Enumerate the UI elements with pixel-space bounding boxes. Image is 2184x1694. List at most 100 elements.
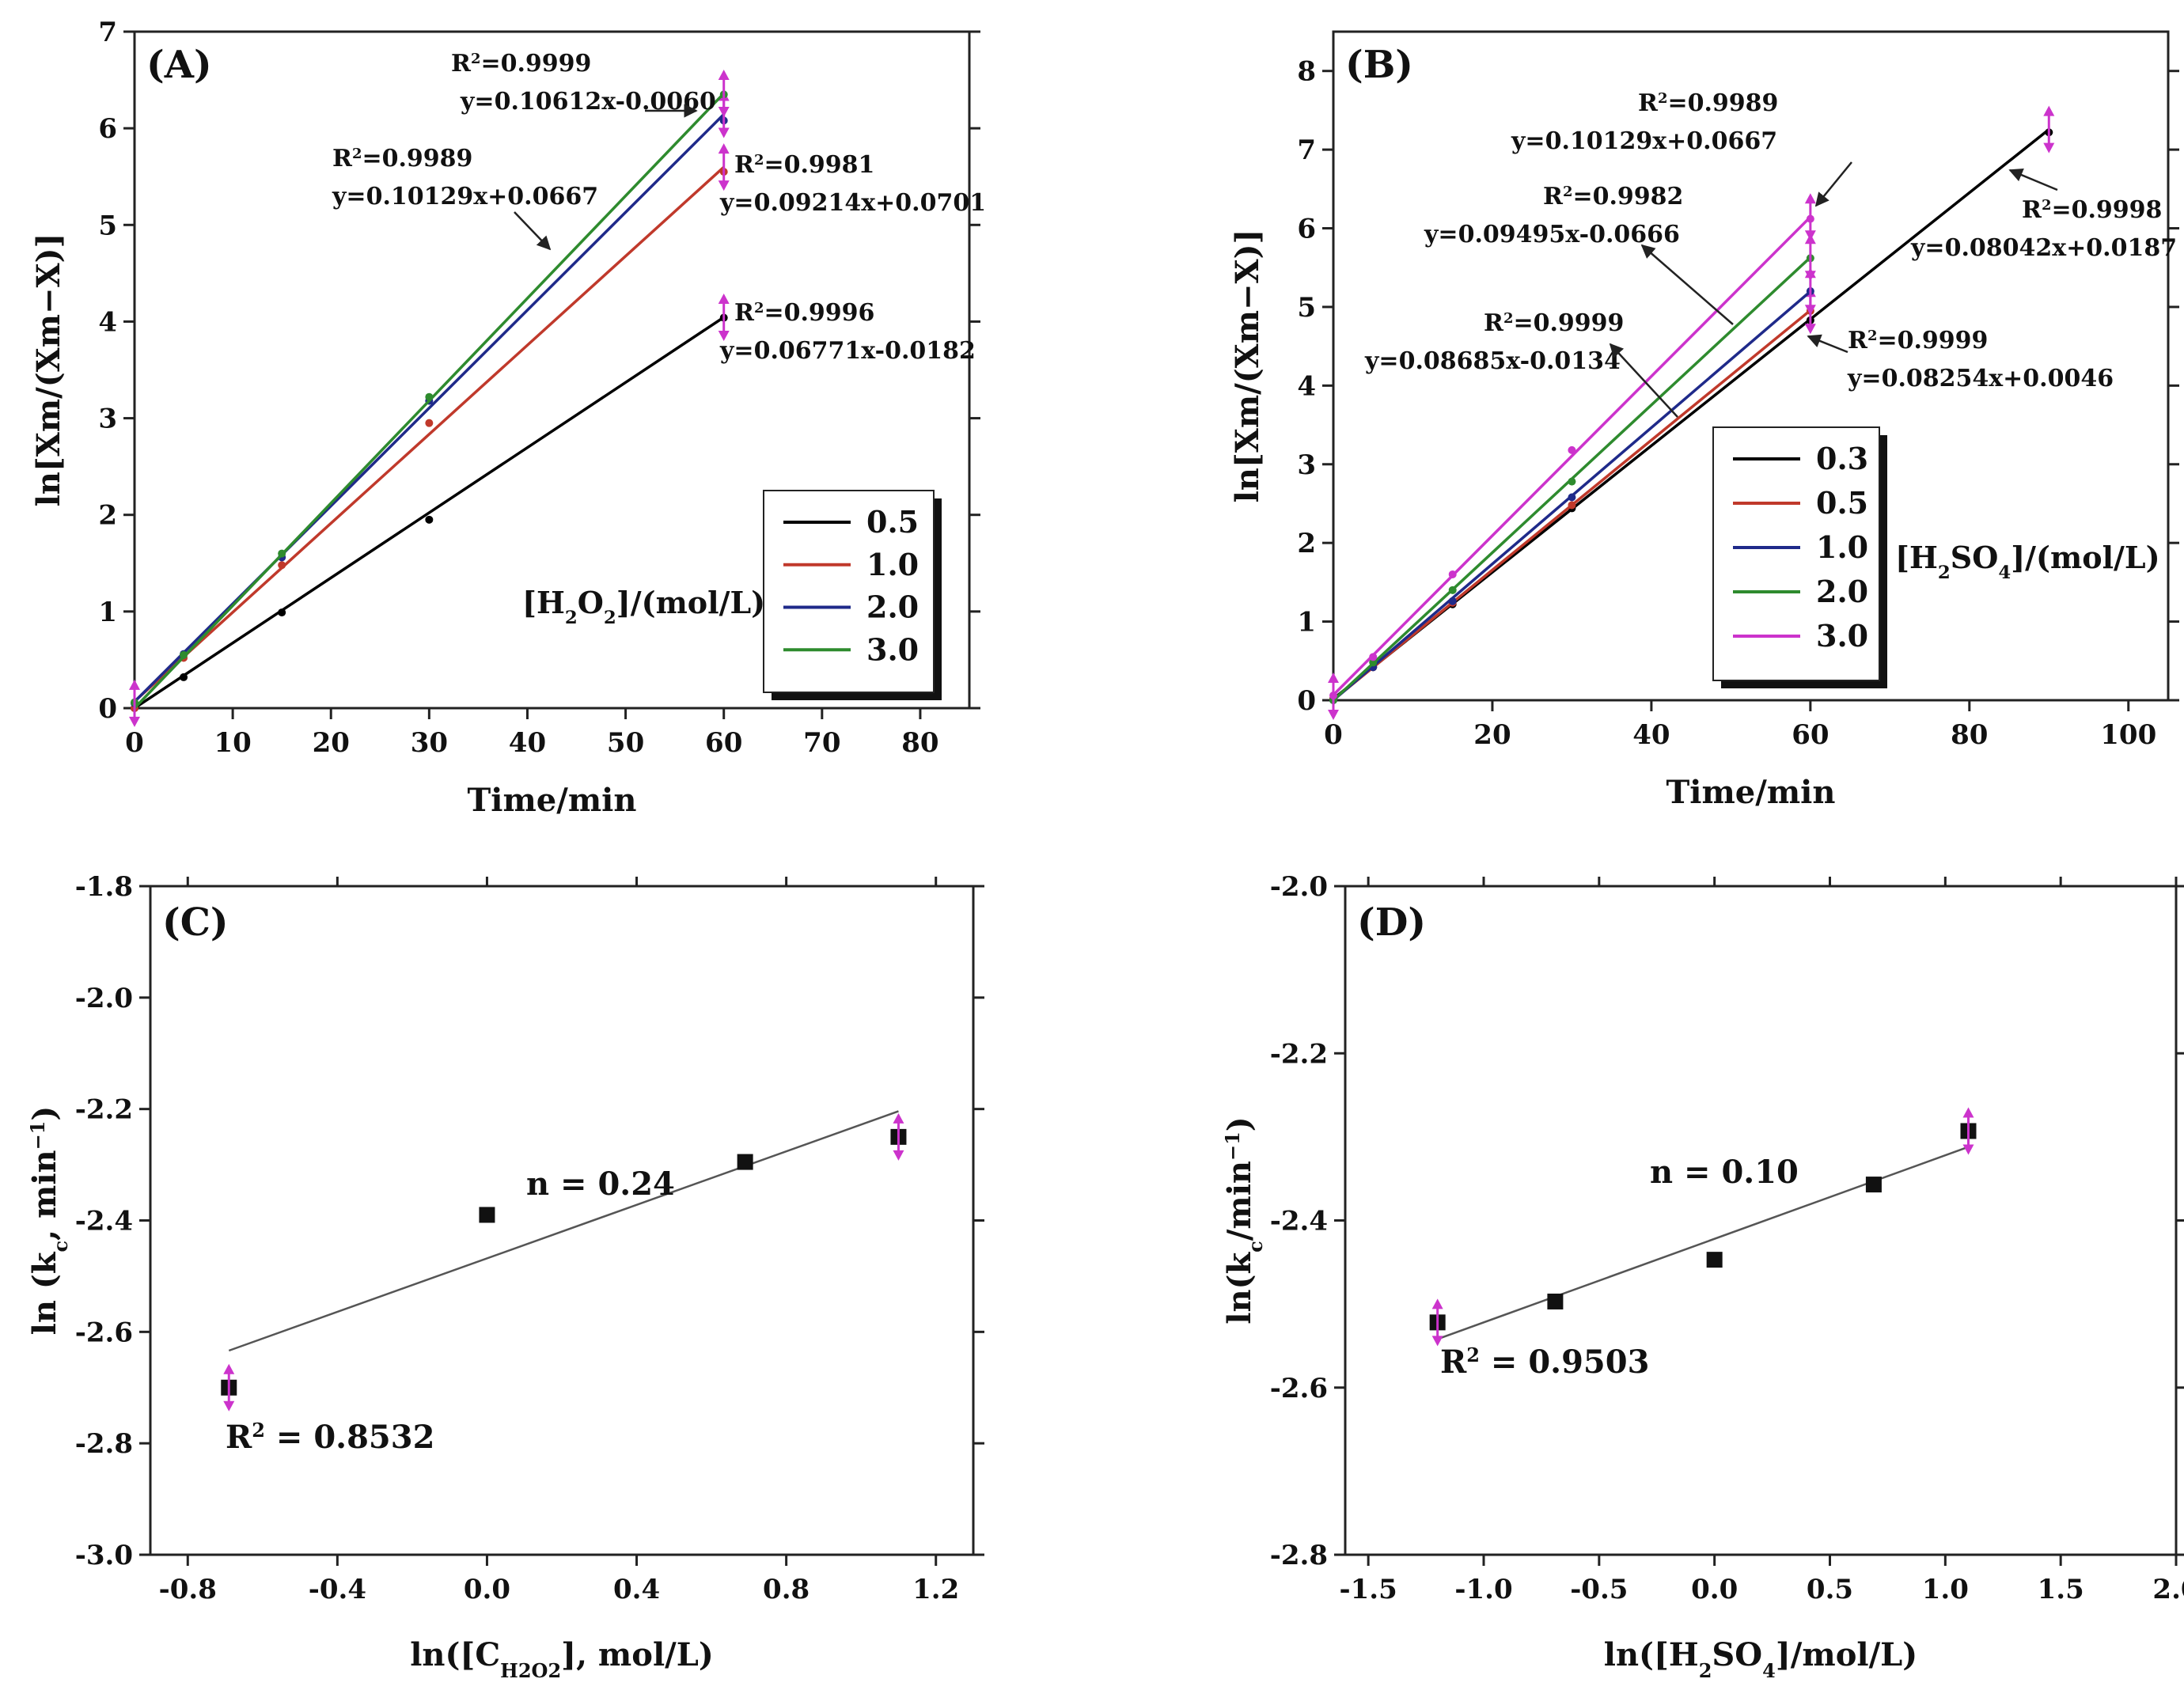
x-tick-label: -1.0 xyxy=(1454,1574,1512,1605)
y-tick-label: 7 xyxy=(1297,135,1316,166)
y-tick-label: 3 xyxy=(1297,449,1316,481)
data-point-3.0 xyxy=(425,392,434,401)
x-tick-label: 30 xyxy=(411,727,448,759)
y-tick-label: -2.0 xyxy=(1270,871,1328,903)
annotation-r2: R2=0.9999 xyxy=(1484,309,1624,337)
annotation-r2: R2=0.9998 xyxy=(2022,196,2162,224)
fit-line-0.5 xyxy=(134,316,725,710)
legend-label-2.0: 2.0 xyxy=(1816,574,1868,609)
y-axis-label: ln[Xm/(Xm−X)] xyxy=(30,233,67,507)
data-point xyxy=(1547,1293,1564,1309)
y-tick-label: -2.2 xyxy=(1270,1038,1328,1070)
panel-b: 0 20 40 60 80 100 0 1 2 3 4 5 6 7 8 (B) Time/min ln[Xm/(X… xyxy=(1229,30,2179,811)
y-tick-label: -2.4 xyxy=(1270,1206,1328,1237)
marker-arrow-down xyxy=(1328,710,1339,721)
marker-arrow-up xyxy=(223,1363,235,1374)
marker-arrow-down xyxy=(893,1150,904,1161)
annotation-equation: y=0.08254x+0.0046 xyxy=(1847,365,2114,392)
marker-arrow-down xyxy=(1804,271,1816,282)
y-tick-label: -3.0 xyxy=(75,1540,133,1571)
annotation-arrow xyxy=(2008,168,2058,191)
slope-label: n = 0.24 xyxy=(526,1165,675,1203)
marker-arrow-down xyxy=(129,716,140,727)
y-tick-label: -2.4 xyxy=(75,1206,133,1237)
y-tick-label: -2.8 xyxy=(75,1428,133,1460)
data-point-1.0 xyxy=(1448,597,1457,605)
legend-title: [H2SO4]/(mol/L) xyxy=(1895,540,2160,583)
marker-arrow-down xyxy=(718,127,730,138)
y-tick-label: 0 xyxy=(98,693,117,725)
marker-arrow-up xyxy=(718,70,730,81)
data-point-0.5 xyxy=(425,515,434,524)
annotation-equation: y=0.08042x+0.0187 xyxy=(1910,234,2177,262)
data-point-1.0 xyxy=(1568,493,1576,502)
fit-line-3.0 xyxy=(1332,215,1812,696)
x-tick-label: 1.5 xyxy=(2038,1574,2084,1605)
y-tick-label: -2.6 xyxy=(1270,1373,1328,1404)
annotation-equation: y=0.08685x-0.0134 xyxy=(1364,347,1621,375)
annotation-equation: y=0.10129x+0.0667 xyxy=(332,183,598,210)
plot-frame xyxy=(1332,30,2170,702)
x-tick-label: 0 xyxy=(125,727,144,759)
marker-arrow-up xyxy=(893,1112,904,1124)
data-point-3.0 xyxy=(1369,653,1378,661)
x-tick-label: -1.5 xyxy=(1340,1574,1397,1605)
y-tick-label: 2 xyxy=(98,500,117,532)
y-tick-label: 0 xyxy=(1297,685,1316,717)
x-tick-label: 0 xyxy=(1324,719,1343,751)
data-point-0.5 xyxy=(278,608,286,617)
slope-label: n = 0.10 xyxy=(1650,1154,1799,1191)
data-point-2.0 xyxy=(1448,586,1457,594)
data-point-0.5 xyxy=(180,673,188,681)
marker-arrow-down xyxy=(718,331,730,342)
plot-frame xyxy=(133,30,971,710)
x-tick-label: 10 xyxy=(214,727,251,759)
annotation-arrow xyxy=(1609,343,1678,418)
legend-label-3.0: 3.0 xyxy=(866,631,919,667)
x-tick-label: 2.0 xyxy=(2152,1574,2184,1605)
annotation-r2: R2=0.9981 xyxy=(734,151,874,179)
x-tick-label: 20 xyxy=(1473,719,1511,751)
x-tick-label: 0.8 xyxy=(763,1574,810,1605)
x-tick-label: 1.2 xyxy=(912,1574,959,1605)
marker-arrow-up xyxy=(1962,1107,1974,1118)
marker-arrow-down xyxy=(718,107,730,118)
data-point xyxy=(1865,1177,1882,1193)
y-tick-label: -2.8 xyxy=(1270,1540,1328,1571)
x-tick-label: 60 xyxy=(1792,719,1829,751)
y-axis-label: ln(kc/min−1) xyxy=(1221,1116,1267,1325)
y-tick-label: -2.2 xyxy=(75,1094,133,1126)
marker-arrow-up xyxy=(129,679,140,690)
marker-arrow-up xyxy=(718,294,730,305)
data-point xyxy=(737,1154,753,1170)
y-tick-label: 4 xyxy=(98,306,117,338)
annotation-equation: y=0.09214x+0.0701 xyxy=(719,189,986,217)
panel-label: (D) xyxy=(1357,900,1426,945)
legend-title: [H2O2]/(mol/L) xyxy=(522,585,765,628)
r2-label: R2 = 0.9503 xyxy=(1440,1343,1649,1381)
x-tick-label: -0.4 xyxy=(309,1574,366,1605)
legend-label-0.5: 0.5 xyxy=(866,504,919,540)
marker-arrow-down xyxy=(1804,305,1816,316)
data-point-2.0 xyxy=(1568,477,1576,486)
y-tick-label: 2 xyxy=(1297,528,1316,559)
data-point-3.0 xyxy=(278,549,286,558)
panel-c: -0.8 -0.4 0.0 0.4 0.8 1.2 -3.0 -2.8 -2.6 -2.4 -2.2… xyxy=(26,871,984,1682)
r2-label: R2 = 0.8532 xyxy=(226,1419,434,1457)
annotation-equation: y=0.09495x-0.0666 xyxy=(1424,221,1680,248)
data-point-3.0 xyxy=(1448,570,1457,578)
data-point xyxy=(1706,1252,1723,1268)
y-tick-label: -2.0 xyxy=(75,983,133,1014)
marker-arrow-down xyxy=(223,1400,235,1412)
x-tick-label: 40 xyxy=(509,727,546,759)
legend-label-1.0: 1.0 xyxy=(1816,529,1868,565)
data-point-1.0 xyxy=(425,419,434,427)
data-point-0.5 xyxy=(1568,501,1576,510)
x-tick-label: 1.0 xyxy=(1922,1574,1969,1605)
x-tick-label: 60 xyxy=(705,727,742,759)
data-point-1.0 xyxy=(278,561,286,570)
annotation-r2: R2=0.9982 xyxy=(1543,183,1683,210)
x-tick-label: -0.5 xyxy=(1570,1574,1628,1605)
x-tick-label: 80 xyxy=(1951,719,1988,751)
